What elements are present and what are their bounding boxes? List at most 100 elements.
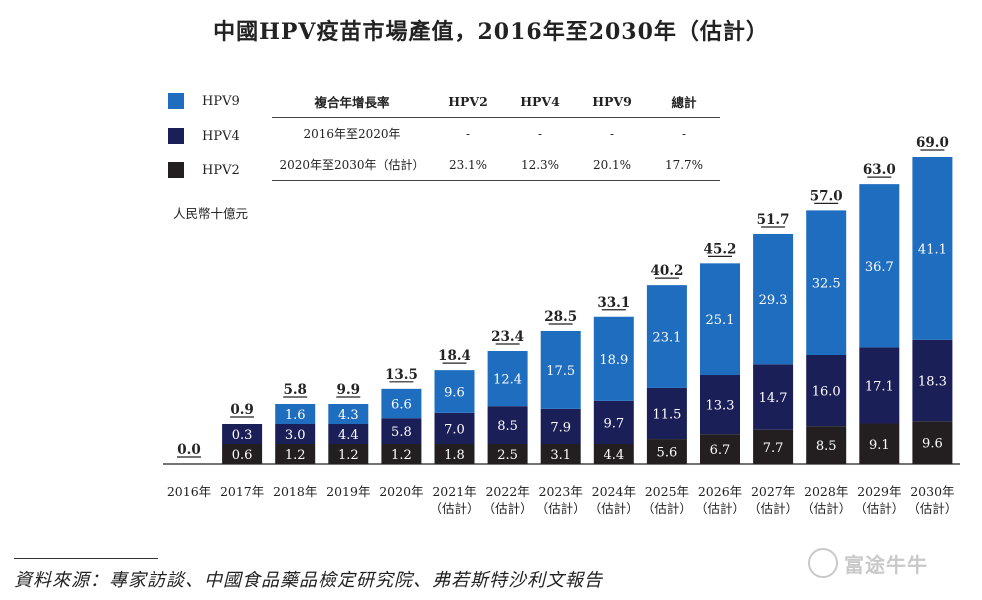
x-tick-label: （估計） — [695, 501, 745, 516]
cagr-cell: - — [537, 126, 543, 141]
data-label-hpv2: 1.2 — [391, 448, 412, 463]
total-label: 33.1 — [597, 295, 630, 311]
cagr-row: 2020年至2030年（估計） 23.1% 12.3% 20.1% 17.7% — [272, 149, 720, 181]
bar-segment-hpv2 — [593, 444, 634, 464]
data-label-hpv4: 0.3 — [232, 428, 253, 443]
data-label-hpv4: 8.5 — [497, 419, 518, 434]
total-label: 9.9 — [337, 382, 361, 398]
legend-item-hpv9: HPV9 — [168, 91, 240, 111]
bar-segment-hpv2 — [700, 434, 740, 464]
bar-segment-hpv2 — [487, 444, 528, 464]
bar-segment-hpv9 — [593, 316, 634, 401]
legend-item-hpv4: HPV4 — [168, 126, 240, 146]
bar-segment-hpv4 — [806, 354, 847, 427]
data-label-hpv4: 13.3 — [706, 399, 735, 414]
bar-segment-hpv9 — [646, 285, 687, 388]
x-tick-label: 2016年 — [167, 484, 211, 499]
bar-segment-hpv4 — [487, 406, 528, 444]
bar-segment-hpv4 — [222, 424, 263, 444]
bar-segment-hpv4 — [593, 400, 634, 444]
x-tick-label: 2026年 — [698, 484, 742, 499]
cagr-header-hpv9: HPV9 — [576, 86, 648, 118]
x-tick-label: （估計） — [801, 501, 851, 516]
data-label-hpv2: 3.1 — [550, 448, 571, 463]
data-label-hpv2: 1.2 — [338, 448, 359, 463]
total-label: 40.2 — [650, 263, 683, 279]
data-label-hpv4: 18.3 — [918, 375, 947, 390]
cagr-row: 2016年至2020年 - - - - — [272, 118, 720, 150]
data-label-hpv4: 4.4 — [338, 428, 359, 443]
data-label-hpv4: 14.7 — [759, 391, 788, 406]
bar-segment-hpv2 — [912, 421, 953, 464]
data-label-hpv9: 32.5 — [812, 277, 841, 292]
bar-segment-hpv2 — [434, 444, 475, 464]
total-label: 28.5 — [544, 309, 577, 325]
data-label-hpv2: 5.6 — [657, 446, 678, 461]
legend-label-hpv2: HPV2 — [202, 162, 240, 178]
data-label-hpv2: 4.4 — [603, 448, 624, 463]
x-tick-label: 2021年 — [432, 484, 476, 499]
data-label-hpv4: 17.1 — [865, 379, 894, 394]
data-label-hpv2: 9.6 — [922, 437, 943, 452]
data-label-hpv9: 23.1 — [652, 331, 681, 346]
x-tick-label: （估計） — [748, 501, 798, 516]
bar-segment-hpv4 — [700, 375, 740, 435]
cagr-cell: 23.1% — [432, 149, 504, 181]
bar-segment-hpv4 — [646, 387, 687, 440]
bar-segment-hpv9 — [753, 233, 794, 365]
bar-segment-hpv9 — [806, 210, 847, 355]
bar-segment-hpv9 — [540, 330, 581, 409]
brand-watermark: 富途牛牛 — [808, 548, 928, 578]
cagr-header-hpv4: HPV4 — [504, 86, 576, 118]
bar-segment-hpv4 — [540, 408, 581, 444]
bar-segment-hpv2 — [540, 444, 581, 464]
total-label: 51.7 — [757, 212, 790, 228]
x-tick-label: 2022年 — [485, 484, 529, 499]
brand-name: 富途牛牛 — [844, 552, 928, 577]
total-label: 45.2 — [704, 241, 737, 257]
bar-segment-hpv9 — [434, 370, 475, 413]
data-label-hpv4: 5.8 — [391, 425, 412, 440]
x-tick-label: 2024年 — [592, 484, 636, 499]
cagr-cell: 20.1% — [576, 149, 648, 181]
legend-item-hpv2: HPV2 — [168, 160, 240, 180]
total-label: 13.5 — [385, 367, 418, 383]
bar-segment-hpv4 — [275, 424, 316, 444]
bar-segment-hpv2 — [859, 423, 900, 464]
x-tick-label: 2029年 — [857, 484, 901, 499]
data-label-hpv9: 36.7 — [865, 260, 894, 275]
cagr-header-label: 複合年增長率 — [272, 86, 432, 118]
legend-swatch-hpv2 — [168, 162, 184, 178]
bar-segment-hpv4 — [753, 364, 794, 430]
x-tick-label: （估計） — [536, 501, 586, 516]
cagr-cell: 17.7% — [648, 149, 720, 181]
data-label-hpv4: 7.9 — [550, 420, 571, 435]
data-label-hpv4: 16.0 — [812, 385, 841, 400]
x-tick-label: 2023年 — [539, 484, 583, 499]
bar-segment-hpv9 — [275, 404, 316, 424]
data-label-hpv2: 0.6 — [232, 448, 253, 463]
legend-swatch-hpv4 — [168, 128, 184, 144]
cagr-header-total: 總計 — [648, 86, 720, 118]
data-label-hpv2: 6.7 — [710, 443, 731, 458]
bar-segment-hpv9 — [328, 404, 369, 424]
cagr-cell: - — [465, 126, 471, 141]
x-tick-label: 2017年 — [220, 484, 264, 499]
data-label-hpv9: 4.3 — [338, 408, 359, 423]
y-unit-label: 人民幣十億元 — [173, 206, 249, 221]
total-label: 0.0 — [177, 442, 201, 458]
bar-segment-hpv2 — [806, 426, 847, 464]
bar-segment-hpv9 — [912, 157, 953, 340]
bar-segment-hpv2 — [222, 444, 263, 464]
total-label: 57.0 — [810, 188, 843, 204]
bar-segment-hpv2 — [381, 444, 422, 464]
bar-segment-hpv2 — [646, 439, 687, 464]
source-divider — [14, 558, 158, 559]
data-label-hpv4: 11.5 — [652, 408, 681, 423]
data-label-hpv4: 7.0 — [444, 422, 465, 437]
total-label: 63.0 — [863, 162, 896, 178]
data-label-hpv9: 18.9 — [599, 353, 628, 368]
data-label-hpv4: 9.7 — [603, 416, 624, 431]
bar-segment-hpv9 — [700, 263, 740, 376]
